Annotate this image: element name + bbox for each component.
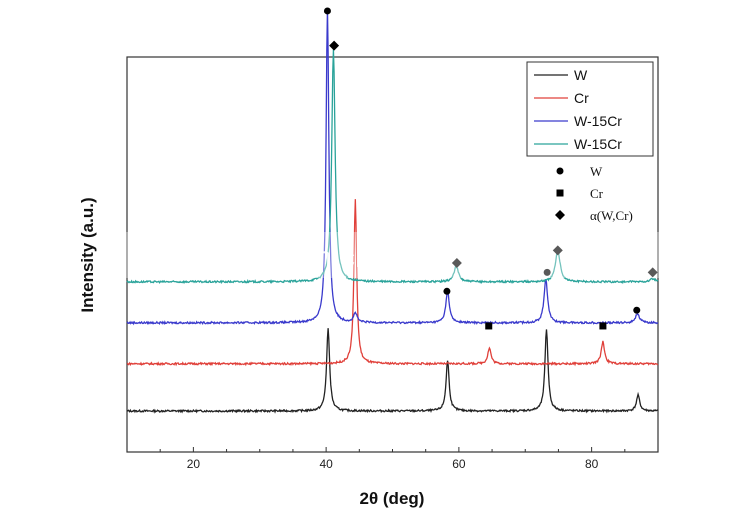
marker-circle xyxy=(323,7,331,15)
marker-diamond xyxy=(451,257,462,268)
legend-label: W xyxy=(574,67,588,83)
series-line-1 xyxy=(126,328,659,414)
legend-marker-diamond xyxy=(555,210,565,220)
legend-box xyxy=(526,61,654,157)
marker-square xyxy=(485,322,493,330)
legend-marker-label: W xyxy=(590,164,603,179)
marker-diamond xyxy=(647,267,658,278)
legend-label: W-15Cr xyxy=(574,113,622,129)
series-line-3 xyxy=(126,8,659,326)
x-tick-label: 40 xyxy=(319,457,333,471)
marker-square xyxy=(599,322,607,330)
marker-circle xyxy=(443,287,451,295)
marker-circle xyxy=(543,268,551,276)
x-tick-label: 20 xyxy=(187,457,201,471)
series-line-4 xyxy=(126,49,659,285)
series-layer xyxy=(126,8,659,414)
marker-diamond xyxy=(329,40,340,51)
marker-circle xyxy=(633,306,641,314)
x-tick-label: 60 xyxy=(452,457,466,471)
legend-label: W-15Cr xyxy=(574,136,622,152)
phase-markers xyxy=(323,7,658,330)
marker-diamond xyxy=(552,245,563,256)
legend-label: Cr xyxy=(574,90,589,106)
watermark-band xyxy=(0,232,750,278)
legend-marker-label: α(W,Cr) xyxy=(590,208,633,223)
legend: W Cr W-15Cr W-15Cr W Cr α(W,Cr) xyxy=(526,61,654,223)
legend-marker-square xyxy=(556,189,564,197)
series-line-2 xyxy=(126,199,659,367)
watermark-text: en.china.cn xyxy=(298,241,451,274)
x-axis-ticks: 20 40 60 80 xyxy=(126,447,659,471)
x-tick-label: 80 xyxy=(585,457,599,471)
x-axis-title: 2θ (deg) xyxy=(360,489,425,508)
legend-marker-circle xyxy=(556,167,564,175)
y-axis-title: Intensity (a.u.) xyxy=(78,197,97,312)
legend-marker-label: Cr xyxy=(590,186,604,201)
